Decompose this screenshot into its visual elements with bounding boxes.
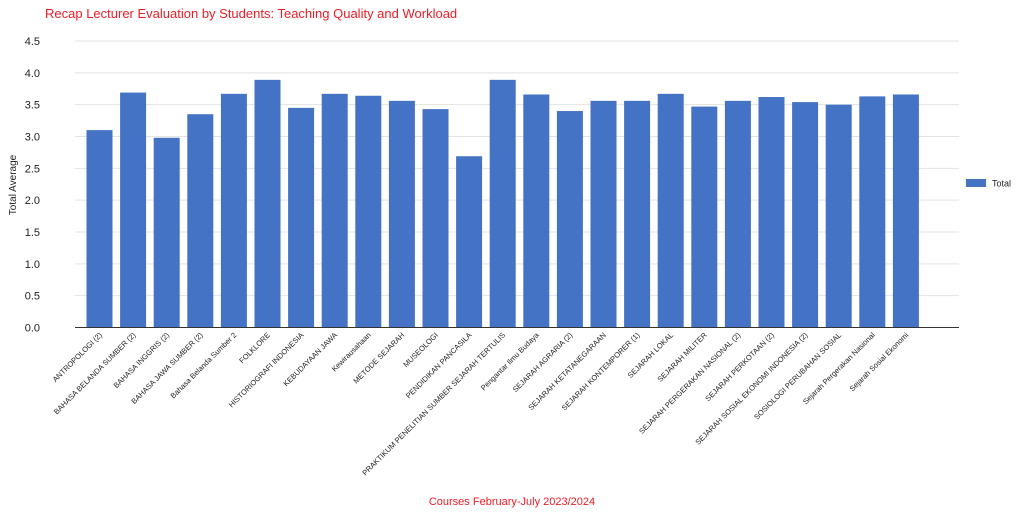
y-tick-label: 1.0: [25, 259, 40, 271]
y-tick-label: 1.5: [25, 227, 40, 239]
bar[interactable]: [254, 79, 281, 328]
bar[interactable]: [288, 107, 315, 328]
bar[interactable]: [691, 106, 718, 328]
y-tick-label: 3.5: [25, 100, 40, 112]
legend: Total: [966, 179, 1011, 189]
bar[interactable]: [657, 93, 684, 328]
x-tick-label: SEJARAH PERKOTAAN (2): [703, 330, 776, 403]
chart-title: Recap Lecturer Evaluation by Students: T…: [45, 6, 458, 21]
bar[interactable]: [556, 111, 583, 328]
legend-swatch: [966, 179, 986, 187]
bar[interactable]: [187, 114, 214, 328]
bar[interactable]: [892, 94, 919, 328]
bar[interactable]: [624, 100, 651, 328]
y-tick-label: 2.5: [25, 163, 40, 175]
bar[interactable]: [120, 92, 147, 328]
x-tick-label: BAHASA INGGRIS (2): [112, 330, 172, 390]
y-tick-label: 0.0: [25, 323, 40, 335]
y-tick-label: 4.5: [25, 36, 40, 48]
bar[interactable]: [523, 94, 550, 328]
bar[interactable]: [859, 96, 886, 328]
x-tick-label: PENDIDIKAN PANCASILA: [404, 331, 474, 401]
bar[interactable]: [456, 156, 483, 328]
legend-label: Total: [992, 179, 1011, 189]
y-axis-label: Total Average: [8, 154, 19, 215]
bar[interactable]: [321, 93, 348, 328]
bar[interactable]: [422, 109, 449, 328]
x-tick-labels: ANTROPOLOGI (2)BAHASA BELANDA SUMBER (2)…: [51, 330, 911, 477]
x-tick-label: FOLKLORE: [237, 331, 272, 366]
bar[interactable]: [724, 100, 751, 328]
bar[interactable]: [153, 137, 180, 328]
bar[interactable]: [792, 102, 819, 328]
bar[interactable]: [388, 100, 415, 328]
x-tick-label: Pengantar Ilmu Budaya: [479, 330, 541, 392]
bar[interactable]: [758, 97, 785, 328]
bar[interactable]: [489, 79, 516, 328]
x-axis-label: Courses February-July 2023/2024: [428, 496, 596, 508]
bar[interactable]: [86, 130, 113, 328]
y-tick-labels: 0.0 0.5 1.0 1.5 2.0 2.5 3.0 3.5 4.0 4.5: [25, 36, 40, 335]
x-tick-label: Bahasa Belanda Sumber 2: [169, 331, 239, 401]
x-tick-label: SEJARAH AGRARIA (2): [511, 330, 575, 394]
y-tick-label: 3.0: [25, 132, 40, 144]
y-tick-label: 2.0: [25, 195, 40, 207]
x-tick-label: Sejarah Sosial Ekonomi: [848, 330, 911, 393]
bar[interactable]: [825, 104, 852, 328]
bar[interactable]: [590, 100, 617, 328]
bar[interactable]: [220, 93, 247, 328]
bar-series: [86, 79, 919, 328]
y-tick-label: 4.0: [25, 68, 40, 80]
y-tick-label: 0.5: [25, 291, 40, 303]
bar[interactable]: [355, 95, 382, 328]
